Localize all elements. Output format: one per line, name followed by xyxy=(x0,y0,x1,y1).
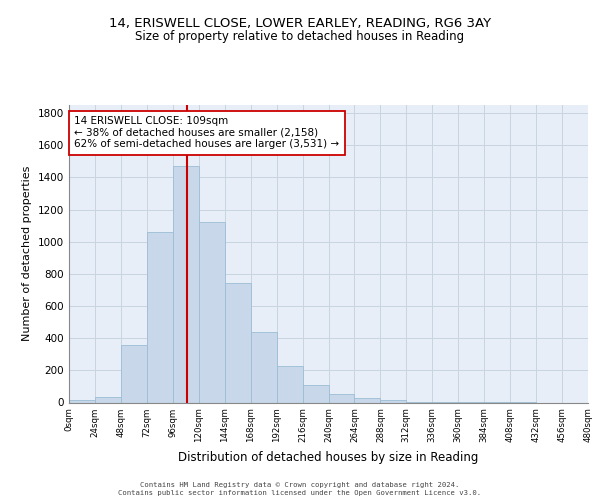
Bar xyxy=(355,398,380,402)
Text: 14 ERISWELL CLOSE: 109sqm
← 38% of detached houses are smaller (2,158)
62% of se: 14 ERISWELL CLOSE: 109sqm ← 38% of detac… xyxy=(74,116,340,150)
Bar xyxy=(147,232,173,402)
Bar xyxy=(302,385,329,402)
Y-axis label: Number of detached properties: Number of detached properties xyxy=(22,166,32,342)
Text: Size of property relative to detached houses in Reading: Size of property relative to detached ho… xyxy=(136,30,464,43)
X-axis label: Distribution of detached houses by size in Reading: Distribution of detached houses by size … xyxy=(178,450,479,464)
Bar xyxy=(199,222,224,402)
Bar xyxy=(380,400,406,402)
Bar xyxy=(173,166,199,402)
Bar xyxy=(251,332,277,402)
Bar xyxy=(329,394,355,402)
Bar xyxy=(225,282,251,403)
Bar xyxy=(121,344,147,403)
Bar xyxy=(69,400,95,402)
Text: 14, ERISWELL CLOSE, LOWER EARLEY, READING, RG6 3AY: 14, ERISWELL CLOSE, LOWER EARLEY, READIN… xyxy=(109,18,491,30)
Text: Contains HM Land Registry data © Crown copyright and database right 2024.
Contai: Contains HM Land Registry data © Crown c… xyxy=(118,482,482,496)
Bar xyxy=(277,366,302,403)
Bar xyxy=(95,397,121,402)
